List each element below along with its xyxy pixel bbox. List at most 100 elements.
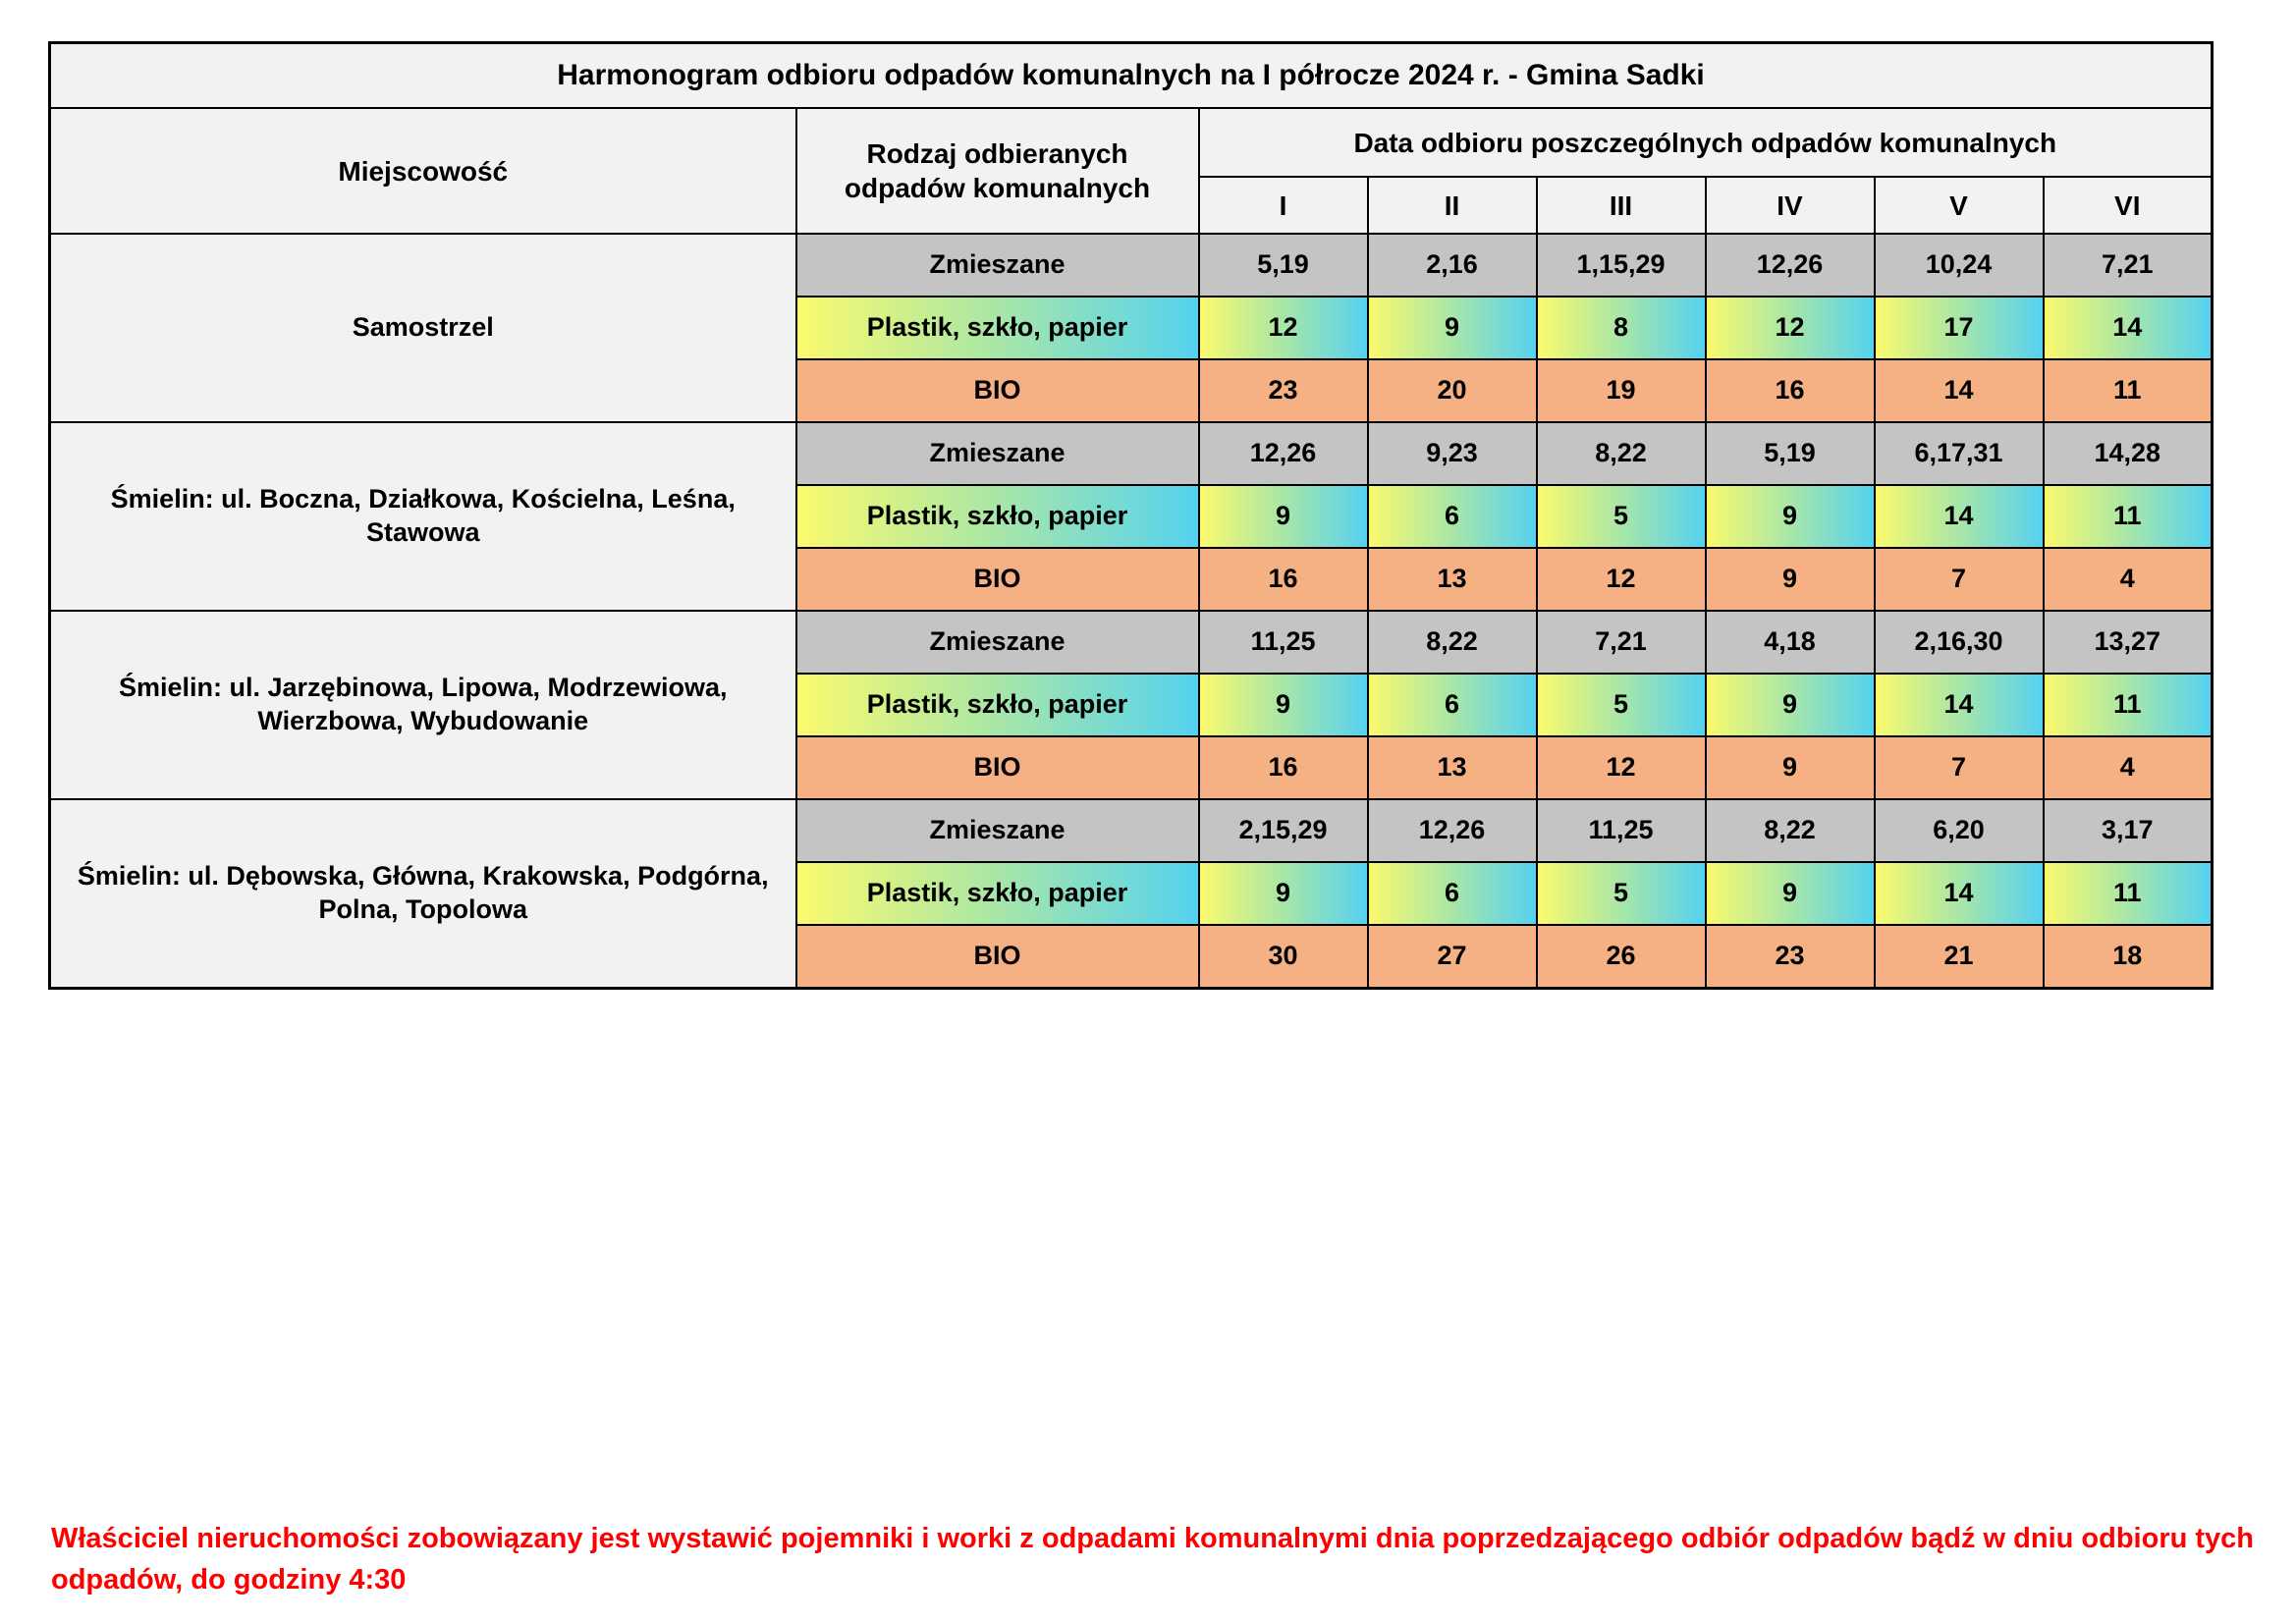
date-cell: 11 (2042, 484, 2214, 549)
month-header-1: I (1197, 176, 1369, 235)
waste-type-cell: Zmieszane (794, 421, 1200, 486)
date-cell: 8,22 (1366, 610, 1538, 675)
date-cell: 17 (1873, 296, 2045, 360)
locality-cell: Samostrzel (48, 233, 797, 423)
date-cell: 5,19 (1704, 421, 1876, 486)
waste-type-cell: Plastik, szkło, papier (794, 296, 1200, 360)
date-cell: 21 (1873, 924, 2045, 990)
date-cell: 26 (1535, 924, 1707, 990)
locality-cell: Śmielin: ul. Boczna, Działkowa, Kościeln… (48, 421, 797, 612)
month-header-5: V (1873, 176, 2045, 235)
locality-cell: Śmielin: ul. Dębowska, Główna, Krakowska… (48, 798, 797, 990)
header-rodzaj: Rodzaj odbieranych odpadów komunalnych (794, 107, 1200, 235)
date-cell: 14 (1873, 484, 2045, 549)
header-miejscowosc: Miejscowość (48, 107, 797, 235)
waste-type-cell: BIO (794, 547, 1200, 612)
date-cell: 19 (1535, 358, 1707, 423)
table-row: Plastik, szkło, papier 12 9 8 12 17 14 (50, 296, 2214, 360)
date-cell: 4 (2042, 547, 2214, 612)
waste-type-cell: BIO (794, 735, 1200, 800)
date-cell: 8,22 (1535, 421, 1707, 486)
date-cell: 1,15,29 (1535, 233, 1707, 298)
date-cell: 5 (1535, 861, 1707, 926)
date-cell: 16 (1704, 358, 1876, 423)
date-cell: 9 (1197, 673, 1369, 737)
date-cell: 13 (1366, 735, 1538, 800)
date-cell: 6 (1366, 861, 1538, 926)
month-header-3: III (1535, 176, 1707, 235)
waste-type-cell: Plastik, szkło, papier (794, 861, 1200, 926)
date-cell: 12 (1704, 296, 1876, 360)
date-cell: 9 (1704, 735, 1876, 800)
date-cell: 11 (2042, 673, 2214, 737)
date-cell: 9 (1197, 484, 1369, 549)
waste-type-cell: Zmieszane (794, 610, 1200, 675)
date-cell: 14 (1873, 673, 2045, 737)
date-cell: 12 (1197, 296, 1369, 360)
date-cell: 13,27 (2042, 610, 2214, 675)
date-cell: 16 (1197, 735, 1369, 800)
date-cell: 5,19 (1197, 233, 1369, 298)
date-cell: 9 (1704, 484, 1876, 549)
date-cell: 9 (1704, 673, 1876, 737)
date-cell: 12 (1535, 547, 1707, 612)
date-cell: 8 (1535, 296, 1707, 360)
date-cell: 6,17,31 (1873, 421, 2045, 486)
table-row: BIO 16 13 12 9 7 4 (50, 547, 2214, 612)
date-cell: 8,22 (1704, 798, 1876, 863)
date-cell: 11,25 (1197, 610, 1369, 675)
date-cell: 7,21 (2042, 233, 2214, 298)
waste-type-cell: Plastik, szkło, papier (794, 484, 1200, 549)
waste-type-cell: Zmieszane (794, 233, 1200, 298)
date-cell: 14 (1873, 358, 2045, 423)
date-cell: 6,20 (1873, 798, 2045, 863)
date-cell: 14,28 (2042, 421, 2214, 486)
footer-note: Właściciel nieruchomości zobowiązany jes… (51, 1523, 2255, 1596)
date-cell: 7 (1873, 547, 2045, 612)
date-cell: 5 (1535, 484, 1707, 549)
date-cell: 30 (1197, 924, 1369, 990)
date-cell: 6 (1366, 484, 1538, 549)
waste-type-cell: BIO (794, 358, 1200, 423)
date-cell: 9,23 (1366, 421, 1538, 486)
date-cell: 16 (1197, 547, 1369, 612)
date-cell: 11 (2042, 358, 2214, 423)
waste-type-cell: BIO (794, 924, 1200, 990)
date-cell: 2,16,30 (1873, 610, 2045, 675)
table-row: Plastik, szkło, papier 9 6 5 9 14 11 (50, 673, 2214, 737)
month-header-6: VI (2042, 176, 2214, 235)
header-data-odbioru: Data odbioru poszczególnych odpadów komu… (1197, 107, 2214, 178)
date-cell: 23 (1197, 358, 1369, 423)
date-cell: 23 (1704, 924, 1876, 990)
date-cell: 4,18 (1704, 610, 1876, 675)
waste-type-cell: Zmieszane (794, 798, 1200, 863)
schedule-table-wrap: Harmonogram odbioru odpadów komunalnych … (48, 41, 2214, 990)
date-cell: 2,15,29 (1197, 798, 1369, 863)
date-cell: 14 (1873, 861, 2045, 926)
date-cell: 20 (1366, 358, 1538, 423)
table-row: Śmielin: ul. Boczna, Działkowa, Kościeln… (48, 421, 2214, 612)
date-cell: 4 (2042, 735, 2214, 800)
month-header-row: I II III IV V VI (50, 176, 2214, 235)
date-cell: 6 (1366, 673, 1538, 737)
date-cell: 2,16 (1366, 233, 1538, 298)
date-cell: 12,26 (1704, 233, 1876, 298)
date-cell: 27 (1366, 924, 1538, 990)
date-cell: 12 (1535, 735, 1707, 800)
table-row: Plastik, szkło, papier 9 6 5 9 14 11 (50, 861, 2214, 926)
locality-cell: Śmielin: ul. Jarzębinowa, Lipowa, Modrze… (48, 610, 797, 800)
table-row: Samostrzel Zmieszane 5,19 2,16 1,15,29 1… (48, 233, 2214, 423)
table-row: BIO 16 13 12 9 7 4 (50, 735, 2214, 800)
table-title: Harmonogram odbioru odpadów komunalnych … (48, 41, 2214, 109)
date-cell: 10,24 (1873, 233, 2045, 298)
date-cell: 9 (1197, 861, 1369, 926)
table-row: Śmielin: ul. Dębowska, Główna, Krakowska… (48, 798, 2214, 990)
header-row: Miejscowość Rodzaj odbieranych odpadów k… (48, 107, 2214, 235)
title-row: Harmonogram odbioru odpadów komunalnych … (48, 41, 2214, 109)
date-cell: 3,17 (2042, 798, 2214, 863)
date-cell: 9 (1704, 861, 1876, 926)
waste-type-cell: Plastik, szkło, papier (794, 673, 1200, 737)
table-row: BIO 30 27 26 23 21 18 (50, 924, 2214, 990)
date-cell: 7 (1873, 735, 2045, 800)
month-header-2: II (1366, 176, 1538, 235)
